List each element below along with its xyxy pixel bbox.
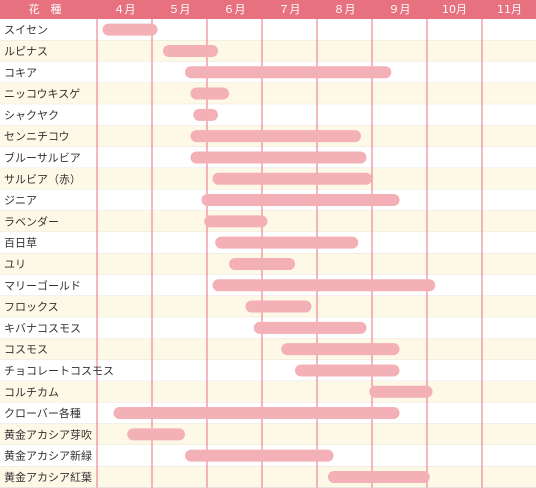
flower-label: センニチコウ xyxy=(4,130,70,143)
flower-labels: スイセンルピナスコキアニッコウキスゲシャクヤクセンニチコウブルーサルビアサルビア… xyxy=(4,24,114,484)
bloom-bar xyxy=(281,343,400,356)
month-label: ６月 xyxy=(224,3,246,16)
row-background xyxy=(0,104,536,126)
bloom-bar xyxy=(190,151,367,164)
flower-label: フロックス xyxy=(4,301,59,314)
row-background xyxy=(0,338,536,360)
month-label: ７月 xyxy=(279,3,301,16)
flower-label: 黄金アカシア新緑 xyxy=(4,449,92,463)
month-tick-labels: ４月 ５月 ６月 ７月 ８月 ９月 10月 11月 xyxy=(114,3,523,16)
bloom-bar xyxy=(190,87,229,100)
flower-label: サルビア（赤） xyxy=(4,173,81,186)
flower-label: シャクヤク xyxy=(4,109,59,122)
bloom-bar xyxy=(212,279,436,292)
bloom-bar xyxy=(201,194,400,207)
bloom-bar xyxy=(193,108,218,121)
month-label: ９月 xyxy=(389,3,411,16)
flower-label: コスモス xyxy=(4,343,48,356)
flower-label: マリーゴールド xyxy=(4,278,81,292)
bloom-bar xyxy=(212,172,372,185)
bloom-bar xyxy=(190,130,361,143)
flower-label: コキア xyxy=(4,66,37,79)
bloom-bar xyxy=(102,23,158,36)
row-background xyxy=(0,210,536,232)
month-label: 11月 xyxy=(497,3,522,16)
row-background xyxy=(0,82,536,105)
bloom-bar xyxy=(369,385,433,398)
bloom-bars xyxy=(102,23,436,483)
month-label: 10月 xyxy=(442,3,467,16)
month-grid-lines xyxy=(96,0,483,488)
flower-label: ブルーサルビア xyxy=(4,150,81,164)
flower-label: 黄金アカシア紅葉 xyxy=(4,470,92,484)
flower-label: ラベンダー xyxy=(4,214,59,228)
bloom-bar xyxy=(113,407,400,420)
month-label: ８月 xyxy=(334,3,356,16)
flower-label: ルピナス xyxy=(4,45,48,58)
bloom-bar xyxy=(245,300,312,313)
month-label: ４月 xyxy=(114,3,136,16)
bloom-bar xyxy=(295,364,400,377)
row-background xyxy=(0,381,536,403)
bloom-bar xyxy=(185,66,392,79)
flower-label: チョコレートコスモス xyxy=(4,364,114,377)
flower-label: スイセン xyxy=(4,24,48,37)
bloom-bar xyxy=(163,44,218,57)
flower-label: 百日草 xyxy=(4,237,37,250)
flower-label: ユリ xyxy=(4,258,26,271)
row-background xyxy=(0,19,536,41)
flower-label: キバナコスモス xyxy=(4,322,81,335)
flower-label: ジニア xyxy=(4,194,37,207)
flower-column-header: 花 種 xyxy=(29,2,62,16)
month-header: 花 種 xyxy=(0,0,536,19)
flower-label: ニッコウキスゲ xyxy=(4,88,80,101)
flower-label: 黄金アカシア芽吹 xyxy=(4,427,92,441)
row-background xyxy=(0,359,536,382)
row-background xyxy=(0,40,536,62)
bloom-bar xyxy=(185,449,334,462)
header-background xyxy=(0,0,536,19)
month-label: ５月 xyxy=(169,3,191,16)
bloom-bar xyxy=(127,428,185,441)
bloom-bar xyxy=(215,236,359,249)
flower-label: コルチカム xyxy=(4,386,59,399)
flower-label: クローバー各種 xyxy=(4,406,81,420)
bloom-bar xyxy=(253,321,367,334)
bloom-bar xyxy=(328,470,430,483)
bloom-bar xyxy=(229,257,295,270)
bloom-bar xyxy=(204,215,268,228)
